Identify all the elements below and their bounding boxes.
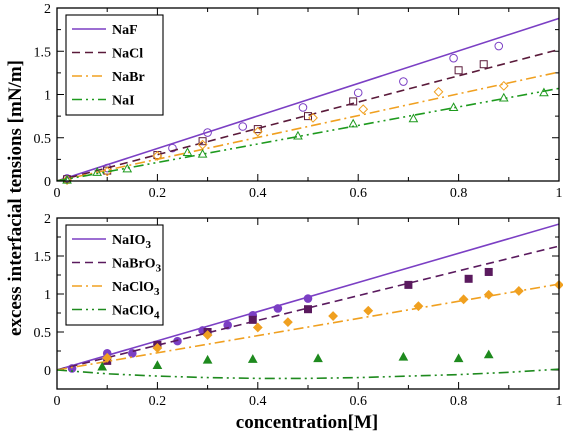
data-point bbox=[515, 287, 523, 295]
data-point bbox=[364, 307, 372, 315]
x-tick-label: 0.6 bbox=[349, 186, 367, 201]
data-point bbox=[294, 132, 302, 139]
data-point bbox=[354, 89, 362, 97]
x-tick-label: 0.2 bbox=[149, 186, 167, 201]
data-point bbox=[299, 104, 307, 112]
data-point bbox=[239, 123, 247, 131]
x-tick-label: 0.8 bbox=[450, 394, 468, 409]
data-point bbox=[540, 89, 548, 96]
series-line bbox=[57, 369, 559, 378]
legend-label: NaF bbox=[112, 23, 138, 38]
data-point bbox=[450, 103, 458, 110]
data-point bbox=[405, 281, 412, 288]
data-point bbox=[480, 61, 487, 68]
data-point bbox=[495, 42, 503, 50]
x-tick-label: 0.2 bbox=[149, 394, 167, 409]
data-point bbox=[485, 268, 492, 275]
data-point bbox=[249, 316, 256, 323]
legend-label: NaCl bbox=[112, 47, 143, 62]
data-point bbox=[400, 78, 408, 86]
data-point bbox=[254, 126, 261, 133]
x-tick-label: 0.6 bbox=[349, 394, 367, 409]
data-point bbox=[305, 306, 312, 313]
y-tick-label: 1.5 bbox=[34, 250, 52, 265]
y-tick-label: 1 bbox=[44, 288, 51, 303]
data-point bbox=[455, 354, 463, 361]
data-point bbox=[399, 353, 407, 360]
data-point bbox=[314, 354, 322, 361]
data-point bbox=[434, 88, 442, 96]
data-point bbox=[284, 318, 292, 326]
top-panel: 0 0.2 0.4 0.6 0.8 1 0 0.5 1 1.5 2 NaF NaCl NaBr NaI bbox=[34, 2, 563, 201]
y-tick-label: 0 bbox=[44, 364, 51, 379]
y-tick-label: 2 bbox=[44, 212, 51, 227]
data-point bbox=[249, 355, 257, 362]
data-point bbox=[455, 67, 462, 74]
x-tick-label: 1 bbox=[556, 394, 563, 409]
data-point bbox=[329, 312, 337, 320]
y-tick-label: 1 bbox=[44, 89, 51, 104]
data-point bbox=[304, 295, 312, 303]
data-point bbox=[204, 356, 212, 363]
data-point bbox=[254, 127, 262, 135]
y-tick-label: 0.5 bbox=[34, 132, 52, 147]
data-point bbox=[485, 351, 493, 358]
data-point bbox=[184, 148, 192, 155]
data-point bbox=[465, 275, 472, 282]
y-tick-label: 1.5 bbox=[34, 45, 52, 60]
y-tick-label: 2 bbox=[44, 2, 51, 17]
data-point bbox=[274, 305, 282, 313]
data-point bbox=[153, 361, 161, 368]
y-tick-label: 0 bbox=[44, 175, 51, 190]
y-axis-title: excess interfacial tensions [mN/m] bbox=[5, 60, 26, 336]
data-point bbox=[254, 323, 262, 331]
x-tick-label: 1 bbox=[556, 186, 563, 201]
x-axis-title: concentration[M] bbox=[236, 412, 378, 433]
data-point bbox=[459, 295, 467, 303]
data-point bbox=[450, 54, 458, 62]
x-tick-label: 0.4 bbox=[249, 394, 267, 409]
x-tick-label: 0.8 bbox=[450, 186, 468, 201]
data-point bbox=[359, 105, 367, 113]
legend-label: NaI bbox=[112, 94, 135, 109]
x-tick-label: 0.4 bbox=[249, 186, 267, 201]
data-point bbox=[485, 291, 493, 299]
x-tick-label: 0 bbox=[54, 394, 61, 409]
y-tick-label: 0.5 bbox=[34, 326, 52, 341]
x-tick-label: 0 bbox=[54, 186, 61, 201]
legend-label: NaBr bbox=[112, 70, 145, 85]
